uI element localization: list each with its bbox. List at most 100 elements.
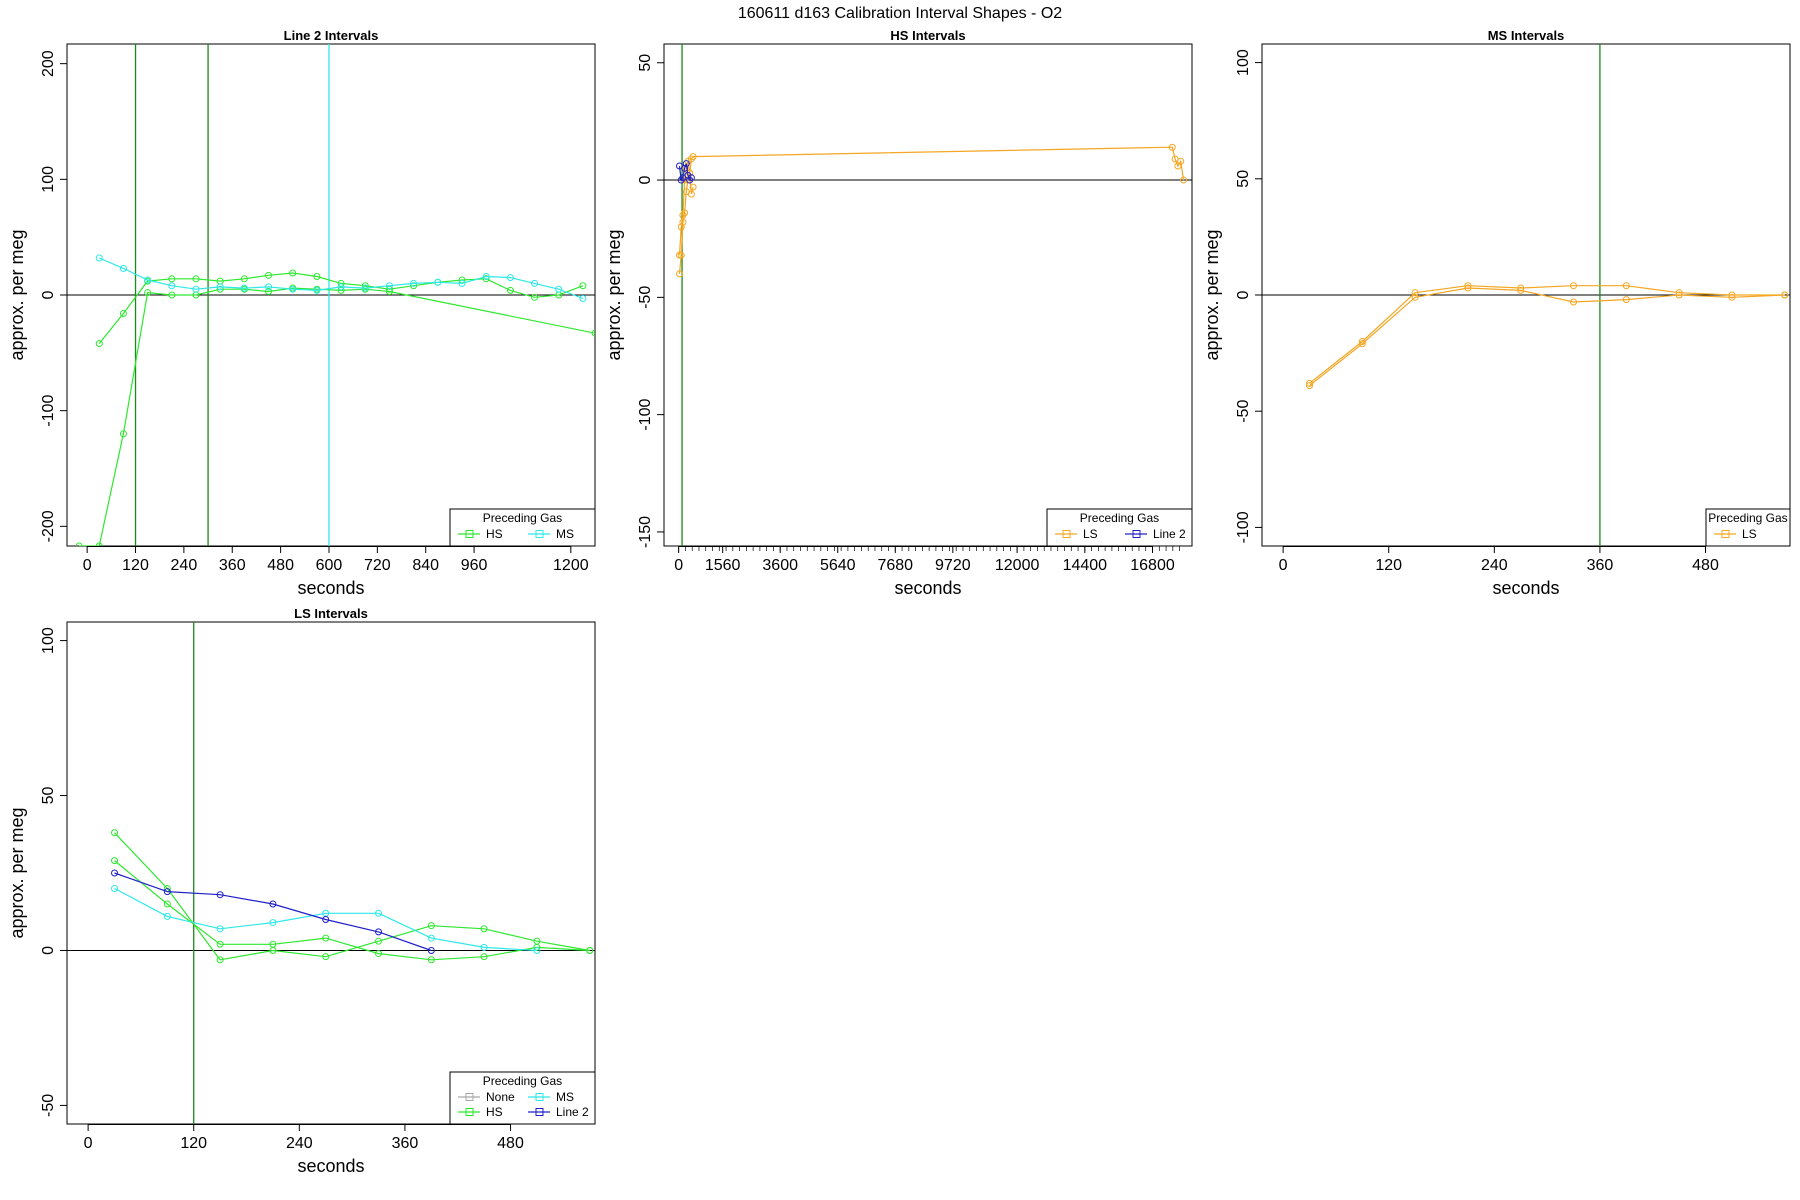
data-point	[689, 153, 697, 161]
y-axis-label: approx. per meg	[7, 807, 27, 938]
data-point	[322, 915, 330, 923]
x-tick-label: 360	[219, 557, 246, 574]
data-point	[427, 946, 435, 954]
x-axis-label: seconds	[1492, 578, 1559, 598]
data-point	[95, 542, 103, 546]
data-point	[144, 289, 152, 297]
legend-swatch-marker	[535, 1093, 544, 1101]
plot-frame	[66, 621, 596, 1125]
x-tick-label: 240	[171, 557, 198, 574]
data-point	[531, 293, 539, 301]
data-point	[265, 271, 273, 279]
legend-entry-label: None	[486, 1090, 515, 1104]
x-tick-label: 1200	[553, 557, 589, 574]
x-tick-label: 0	[674, 557, 683, 574]
y-tick-label: 0	[40, 946, 57, 955]
data-point	[427, 922, 435, 930]
y-tick-label: 0	[637, 176, 654, 185]
data-point	[676, 251, 684, 259]
x-tick-label: 120	[1375, 557, 1402, 574]
data-point	[427, 956, 435, 964]
plot-area	[1262, 44, 1790, 546]
data-point	[163, 912, 171, 920]
legend-entry-label: LS	[1083, 527, 1098, 541]
data-point	[687, 190, 695, 198]
legend-box	[449, 508, 596, 547]
data-point	[269, 919, 277, 927]
data-point	[1781, 291, 1789, 299]
legend: Preceding Gas LS	[1705, 508, 1791, 547]
x-tick-label: 240	[1481, 557, 1508, 574]
y-tick-label: 50	[637, 54, 654, 72]
data-point	[1180, 176, 1188, 184]
y-tick-label: -200	[40, 510, 57, 542]
x-axis-label: seconds	[297, 578, 364, 598]
y-tick-label: 0	[1235, 290, 1252, 299]
data-point	[1675, 289, 1683, 297]
data-point	[240, 284, 248, 292]
data-point	[75, 542, 83, 546]
x-axis-label: seconds	[297, 1156, 364, 1176]
data-point	[434, 278, 442, 286]
plot-area	[664, 44, 1192, 546]
x-tick-label: 12000	[995, 557, 1040, 574]
data-point	[482, 272, 490, 280]
x-tick-label: 480	[497, 1135, 524, 1152]
y-tick-label: -50	[40, 1094, 57, 1117]
data-point	[687, 174, 695, 182]
legend-title: Preceding Gas	[483, 1074, 562, 1088]
legend-box	[449, 1071, 596, 1125]
data-point	[586, 946, 594, 954]
data-point	[555, 285, 563, 293]
data-point	[1464, 282, 1472, 290]
data-point	[676, 270, 684, 278]
legend-swatch-marker	[1062, 530, 1071, 538]
x-tick-label: 240	[286, 1135, 313, 1152]
data-point	[111, 884, 119, 892]
x-tick-label: 360	[392, 1135, 419, 1152]
legend-swatch-marker	[465, 530, 474, 538]
data-point	[591, 329, 595, 337]
x-tick-label: 3600	[762, 557, 798, 574]
x-tick-label: 0	[84, 1135, 93, 1152]
data-point	[1411, 293, 1419, 301]
data-point	[265, 288, 273, 296]
data-point	[385, 282, 393, 290]
y-tick-label: 100	[40, 627, 57, 654]
data-point	[458, 279, 466, 287]
data-point	[216, 956, 224, 964]
x-tick-label: 14400	[1063, 557, 1108, 574]
data-point	[375, 909, 383, 917]
series-line-ls	[678, 161, 694, 256]
legend-swatch-marker	[465, 1108, 474, 1116]
data-point	[111, 857, 119, 865]
chart-title: LS Intervals	[294, 606, 368, 621]
y-axis-label: approx. per meg	[7, 229, 27, 360]
x-tick-label: 720	[364, 557, 391, 574]
legend-swatch-marker	[465, 1093, 474, 1101]
chart-panel-4: LS Intervals 0 120 240 360 480 seconds -50 0 50 10…	[7, 606, 596, 1176]
chart-panel-1: Line 2 Intervals 0 120 240 360 480 600 720 840 96…	[7, 28, 596, 598]
data-point	[163, 900, 171, 908]
data-point	[313, 286, 321, 294]
series-line-hs	[114, 832, 590, 961]
chart-title: Line 2 Intervals	[284, 28, 379, 43]
data-point	[216, 285, 224, 293]
data-point	[375, 928, 383, 936]
data-point	[1622, 296, 1630, 304]
data-point	[682, 160, 690, 168]
chart-title: HS Intervals	[890, 28, 965, 43]
data-point	[1464, 284, 1472, 292]
data-point	[679, 211, 687, 219]
data-point	[533, 946, 541, 954]
data-point	[1728, 291, 1736, 299]
data-point	[265, 283, 273, 291]
x-axis-label: seconds	[894, 578, 961, 598]
data-point	[1358, 337, 1366, 345]
data-point	[1168, 143, 1176, 151]
data-point	[111, 829, 119, 837]
y-tick-label: 0	[40, 290, 57, 299]
legend-box	[1046, 508, 1193, 547]
x-tick-label: 480	[1692, 557, 1719, 574]
data-point	[168, 275, 176, 283]
